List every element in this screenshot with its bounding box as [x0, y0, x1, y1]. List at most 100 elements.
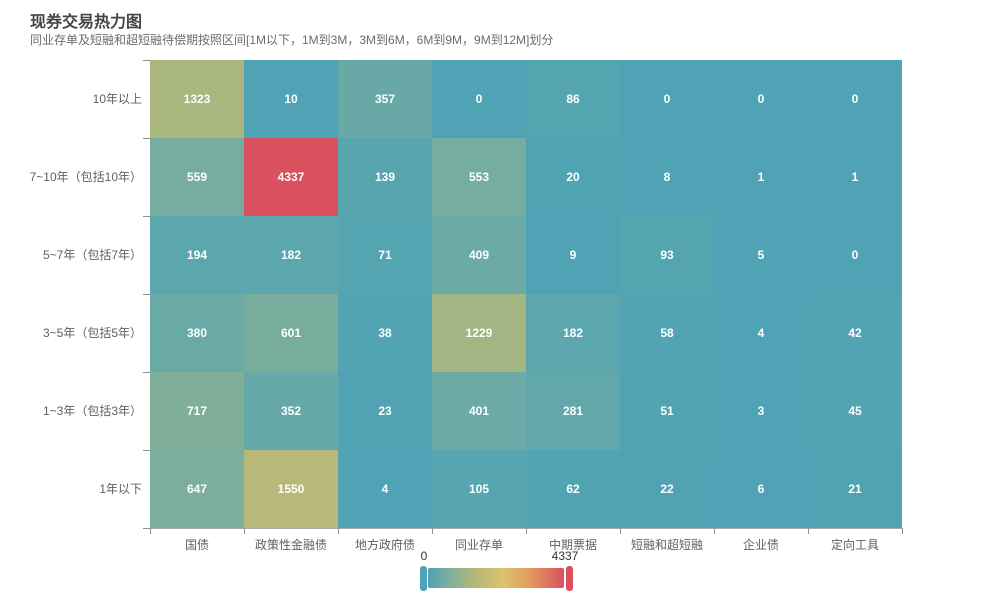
visualmap-gradient-bar[interactable] [428, 568, 564, 588]
heatmap-cell[interactable]: 45 [808, 372, 902, 450]
heatmap-cell[interactable]: 1 [808, 138, 902, 216]
heatmap-cell[interactable]: 71 [338, 216, 432, 294]
heatmap-cell[interactable]: 86 [526, 60, 620, 138]
heatmap-cell[interactable]: 105 [432, 450, 526, 528]
heatmap-cell[interactable]: 4337 [244, 138, 338, 216]
cell-value: 409 [468, 248, 490, 262]
cell-value: 601 [280, 326, 302, 340]
heatmap-cell[interactable]: 58 [620, 294, 714, 372]
cell-value: 62 [566, 482, 580, 496]
cell-value: 1323 [183, 92, 211, 106]
axis-tick [714, 528, 715, 534]
y-axis-label: 1~3年（包括3年） [42, 404, 142, 418]
axis-tick [432, 528, 433, 534]
heatmap-cell[interactable]: 601 [244, 294, 338, 372]
heatmap-cell[interactable]: 0 [432, 60, 526, 138]
heatmap-cell[interactable]: 4 [714, 294, 808, 372]
heatmap-cell[interactable]: 380 [150, 294, 244, 372]
cell-value: 281 [562, 404, 584, 418]
heatmap-cell[interactable]: 352 [244, 372, 338, 450]
heatmap-cell[interactable]: 1550 [244, 450, 338, 528]
heatmap-cell[interactable]: 647 [150, 450, 244, 528]
cell-value: 93 [660, 248, 674, 262]
heatmap-cell[interactable]: 409 [432, 216, 526, 294]
heatmap-cell[interactable]: 42 [808, 294, 902, 372]
heatmap-cell[interactable]: 717 [150, 372, 244, 450]
cell-value: 647 [186, 482, 208, 496]
heatmap-cell[interactable]: 1229 [432, 294, 526, 372]
cell-value: 352 [280, 404, 302, 418]
y-axis-label: 1年以下 [99, 482, 142, 496]
heatmap-cell[interactable]: 9 [526, 216, 620, 294]
cell-value: 58 [660, 326, 674, 340]
visualmap-max-handle[interactable] [566, 566, 573, 591]
heatmap-cell[interactable]: 8 [620, 138, 714, 216]
chart-title: 现券交易热力图 [30, 14, 143, 31]
heatmap-cell[interactable]: 0 [808, 60, 902, 138]
visualmap-min-label: 0 [420, 549, 428, 563]
heatmap-cell[interactable]: 21 [808, 450, 902, 528]
y-axis-label: 10年以上 [92, 92, 142, 106]
heatmap-cell[interactable]: 194 [150, 216, 244, 294]
heatmap-cell[interactable]: 22 [620, 450, 714, 528]
x-axis-label: 定向工具 [830, 538, 879, 552]
axis-tick [143, 372, 150, 373]
heatmap-cell[interactable]: 38 [338, 294, 432, 372]
heatmap-cell[interactable]: 62 [526, 450, 620, 528]
heatmap-cell[interactable]: 182 [526, 294, 620, 372]
cell-value: 4337 [277, 170, 305, 184]
cell-value: 401 [468, 404, 490, 418]
visualmap-min-handle[interactable] [420, 566, 427, 591]
cell-value: 6 [757, 482, 765, 496]
x-axis-label: 地方政府债 [354, 538, 415, 552]
heatmap-cell[interactable]: 0 [620, 60, 714, 138]
cell-value: 559 [186, 170, 208, 184]
cell-value: 45 [848, 404, 862, 418]
axis-tick [143, 138, 150, 139]
heatmap-cell[interactable]: 51 [620, 372, 714, 450]
heatmap-cell[interactable]: 1 [714, 138, 808, 216]
heatmap-cell[interactable]: 553 [432, 138, 526, 216]
axis-tick [902, 528, 903, 534]
axis-tick [143, 450, 150, 451]
x-axis-label: 政策性金融债 [254, 538, 327, 552]
heatmap-cell[interactable]: 139 [338, 138, 432, 216]
cell-value: 0 [851, 248, 859, 262]
cell-value: 553 [468, 170, 490, 184]
heatmap-cell[interactable]: 10 [244, 60, 338, 138]
heatmap-cell[interactable]: 0 [808, 216, 902, 294]
heatmap-cell[interactable]: 3 [714, 372, 808, 450]
heatmap-cell[interactable]: 281 [526, 372, 620, 450]
axis-tick [143, 528, 150, 529]
cell-value: 4 [757, 326, 765, 340]
heatmap-cell[interactable]: 23 [338, 372, 432, 450]
cell-value: 5 [757, 248, 765, 262]
heatmap-cell[interactable]: 4 [338, 450, 432, 528]
cell-value: 23 [378, 404, 392, 418]
heatmap-cell[interactable]: 182 [244, 216, 338, 294]
cell-value: 20 [566, 170, 580, 184]
heatmap-cell[interactable]: 93 [620, 216, 714, 294]
heatmap-cell[interactable]: 357 [338, 60, 432, 138]
x-axis-label: 国债 [184, 538, 209, 552]
axis-tick [808, 528, 809, 534]
cell-value: 717 [186, 404, 208, 418]
cell-value: 182 [562, 326, 584, 340]
x-axis-line [143, 528, 902, 529]
heatmap-cell[interactable]: 401 [432, 372, 526, 450]
heatmap-cell[interactable]: 20 [526, 138, 620, 216]
cell-value: 38 [378, 326, 392, 340]
x-axis-label: 同业存单 [454, 538, 503, 552]
cell-value: 194 [186, 248, 208, 262]
cell-value: 182 [280, 248, 302, 262]
heatmap-cell[interactable]: 0 [714, 60, 808, 138]
heatmap-cell[interactable]: 5 [714, 216, 808, 294]
y-axis-label: 7~10年（包括10年） [29, 170, 142, 184]
heatmap-cell[interactable]: 1323 [150, 60, 244, 138]
x-axis-label: 短融和超短融 [630, 538, 703, 552]
heatmap-cell[interactable]: 6 [714, 450, 808, 528]
heatmap-cell[interactable]: 559 [150, 138, 244, 216]
cell-value: 42 [848, 326, 862, 340]
